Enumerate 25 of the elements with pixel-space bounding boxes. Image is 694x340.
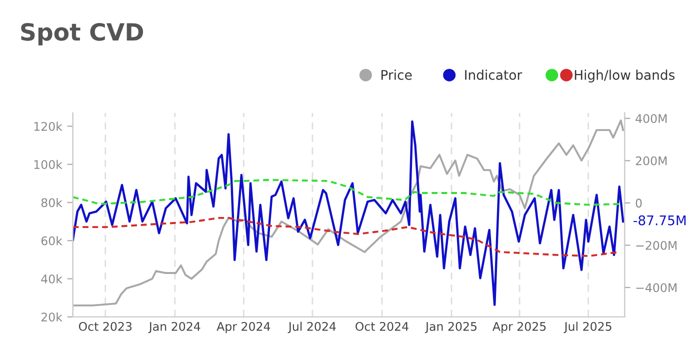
x-tick-label: Oct 2024	[356, 322, 408, 331]
y2-tick-label: −200M	[636, 240, 676, 250]
y2-tick-label: 0	[636, 198, 642, 208]
y2-tick-label: 200M	[636, 156, 667, 166]
x-tick-label: Jan 2025	[424, 322, 476, 334]
y-tick-label: 120k	[34, 122, 62, 131]
y-tick-label: 40k	[41, 274, 62, 284]
x-tick-label: Jan 2024	[148, 322, 200, 334]
y-tick-label: 80k	[41, 198, 62, 208]
x-tick-label: Jul 2024	[288, 322, 336, 334]
line-series	[72, 178, 620, 206]
legend-label: Indicator	[465, 70, 522, 80]
y-tick-label: 100k	[34, 160, 62, 170]
x-tick-label: Apr 2025	[492, 322, 546, 334]
x-tick-label: Apr 2024	[216, 322, 270, 334]
y-tick-label: 20k	[41, 312, 62, 322]
y2-tick-label: −400M	[636, 283, 676, 292]
text: -87.75M	[634, 215, 686, 226]
x-tick-label: Oct 2023	[78, 322, 132, 331]
y-tick-label: 60k	[41, 236, 62, 246]
legend-label: High/low bands	[574, 70, 675, 82]
chart-title: Spot CVD	[21, 22, 144, 46]
legend-label: Price	[382, 70, 412, 80]
x-tick-label: Jul 2025	[564, 322, 612, 334]
y2-tick-label: 400M	[636, 114, 667, 124]
